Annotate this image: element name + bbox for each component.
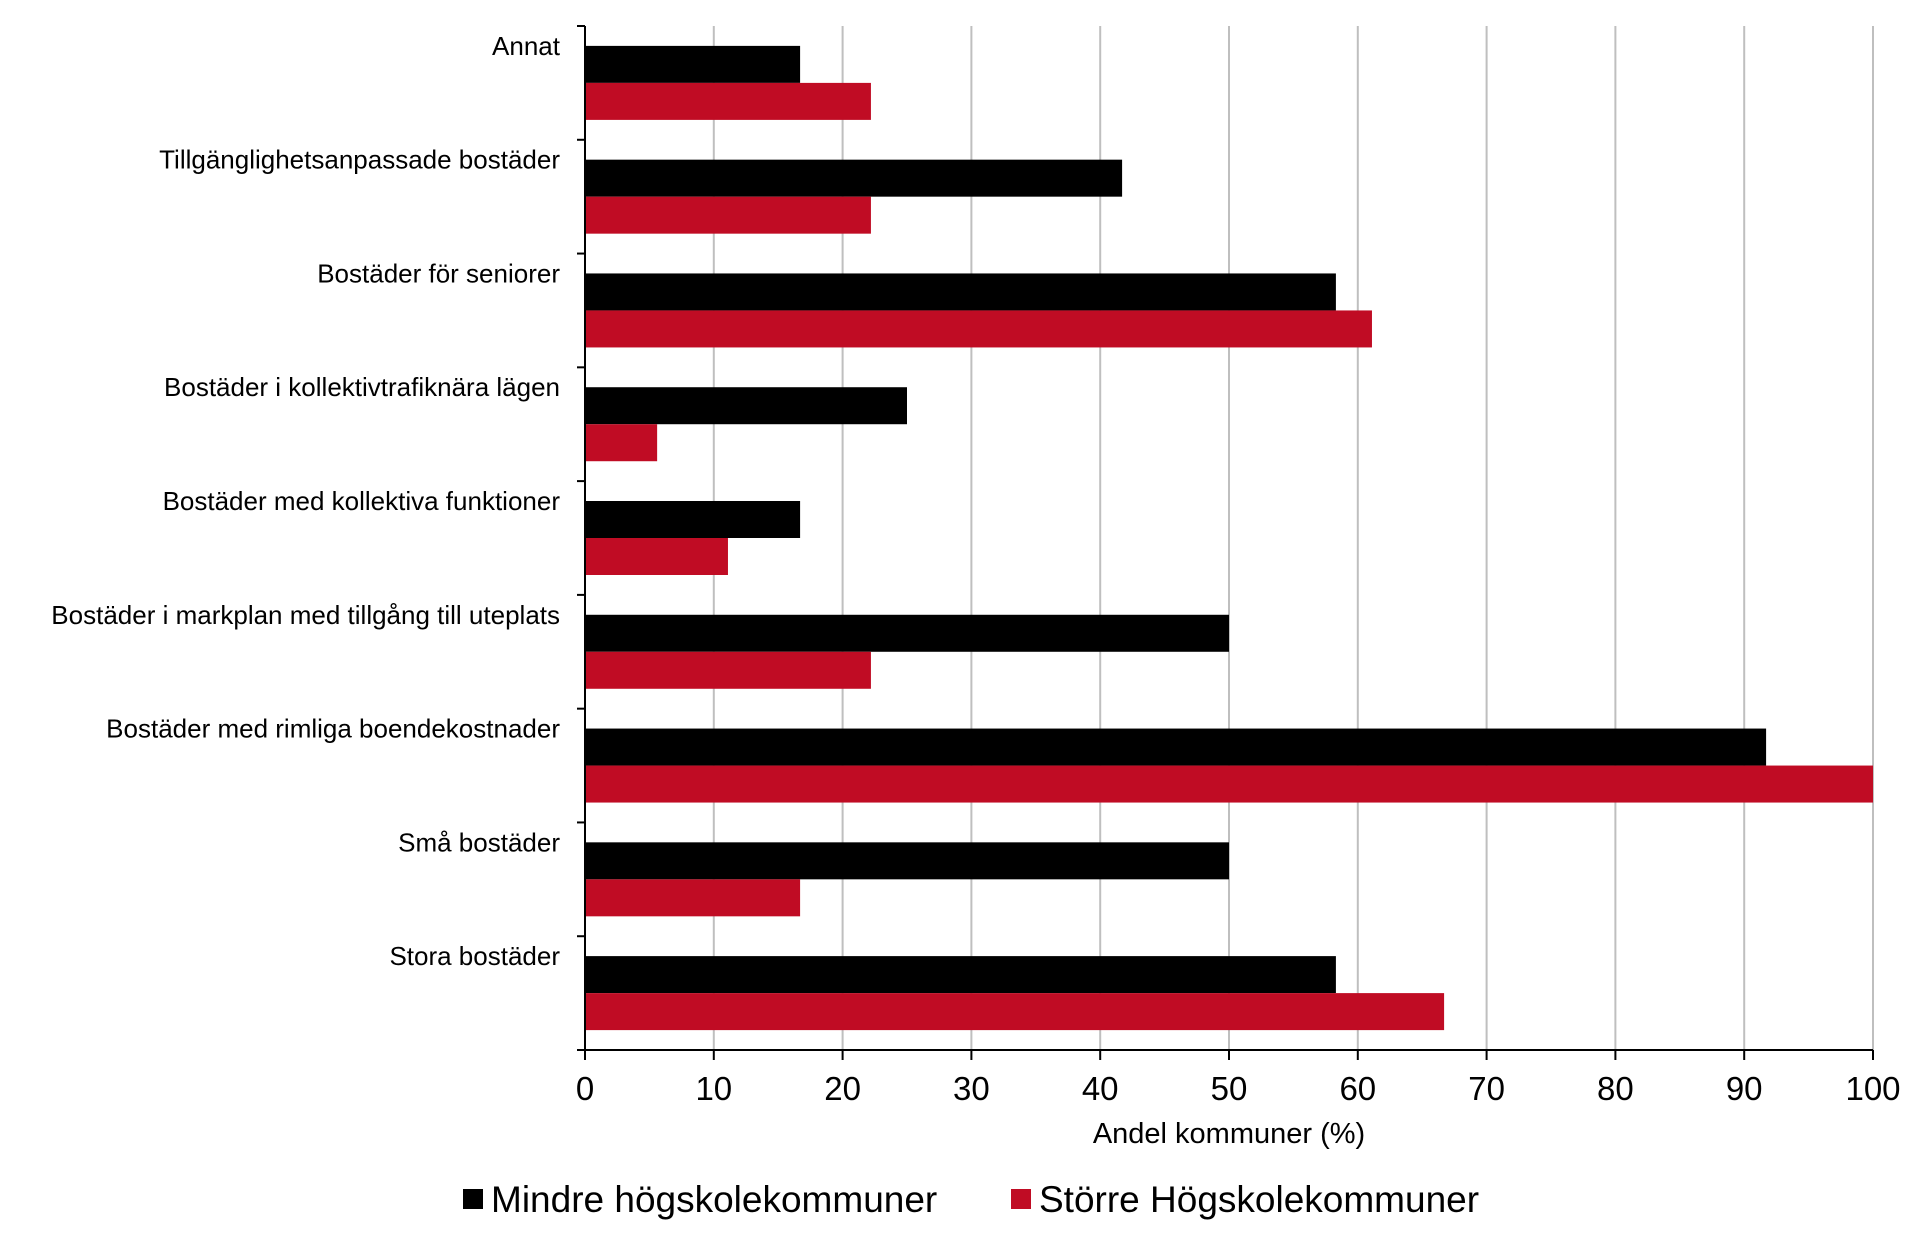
x-tick-label: 20 [824,1070,861,1107]
bar-mindre-8 [585,956,1336,994]
bar-storre-8 [585,993,1445,1031]
legend: Mindre högskolekommuner Större Högskoleko… [463,1179,1479,1220]
bar-mindre-7 [585,842,1229,880]
bar-mindre-2 [585,273,1336,311]
x-tick-label: 60 [1339,1070,1376,1107]
x-tick-label: 30 [953,1070,990,1107]
legend-swatch-mindre [463,1189,483,1209]
category-label: Annat [492,31,561,61]
bar-storre-2 [585,310,1372,348]
x-tick-label: 80 [1597,1070,1634,1107]
bar-storre-7 [585,879,801,917]
x-tick-label: 50 [1211,1070,1248,1107]
axes [577,25,1874,1060]
bars [585,45,1873,1031]
bar-storre-6 [585,765,1873,803]
legend-swatch-storre [1011,1189,1031,1209]
bar-storre-5 [585,651,871,689]
category-label: Bostäder i markplan med tillgång till ut… [51,600,560,630]
x-tick-labels: 0 10 20 30 40 50 60 70 80 90 100 [576,1070,1901,1107]
bar-mindre-4 [585,501,801,538]
bar-mindre-0 [585,45,801,83]
bar-storre-3 [585,424,658,462]
category-label: Bostäder med kollektiva funktioner [163,486,561,516]
category-label: Bostäder för seniorer [317,258,560,288]
bar-storre-0 [585,82,871,120]
bar-mindre-3 [585,387,907,425]
category-label: Bostäder i kollektivtrafiknära lägen [164,372,560,402]
bar-mindre-6 [585,728,1767,766]
category-label: Bostäder med rimliga boendekostnader [106,714,560,744]
x-axis-title: Andel kommuner (%) [1093,1118,1365,1150]
category-label: Stora bostäder [389,941,560,971]
category-labels: Annat Tillgänglighetsanpassade bostäder Bo… [51,31,560,971]
x-tick-label: 70 [1468,1070,1505,1107]
bar-storre-1 [585,196,871,234]
bar-mindre-5 [585,614,1229,652]
bar-storre-4 [585,538,728,575]
x-tick-label: 100 [1845,1070,1900,1107]
x-tick-label: 40 [1082,1070,1119,1107]
x-tick-label: 0 [576,1070,594,1107]
category-label: Tillgänglighetsanpassade bostäder [159,145,560,175]
legend-label-storre: Större Högskolekommuner [1039,1179,1479,1220]
legend-label-mindre: Mindre högskolekommuner [491,1179,937,1220]
x-tick-label: 10 [695,1070,732,1107]
x-tick-label: 90 [1726,1070,1763,1107]
bar-mindre-1 [585,159,1123,197]
category-label: Små bostäder [398,827,560,857]
